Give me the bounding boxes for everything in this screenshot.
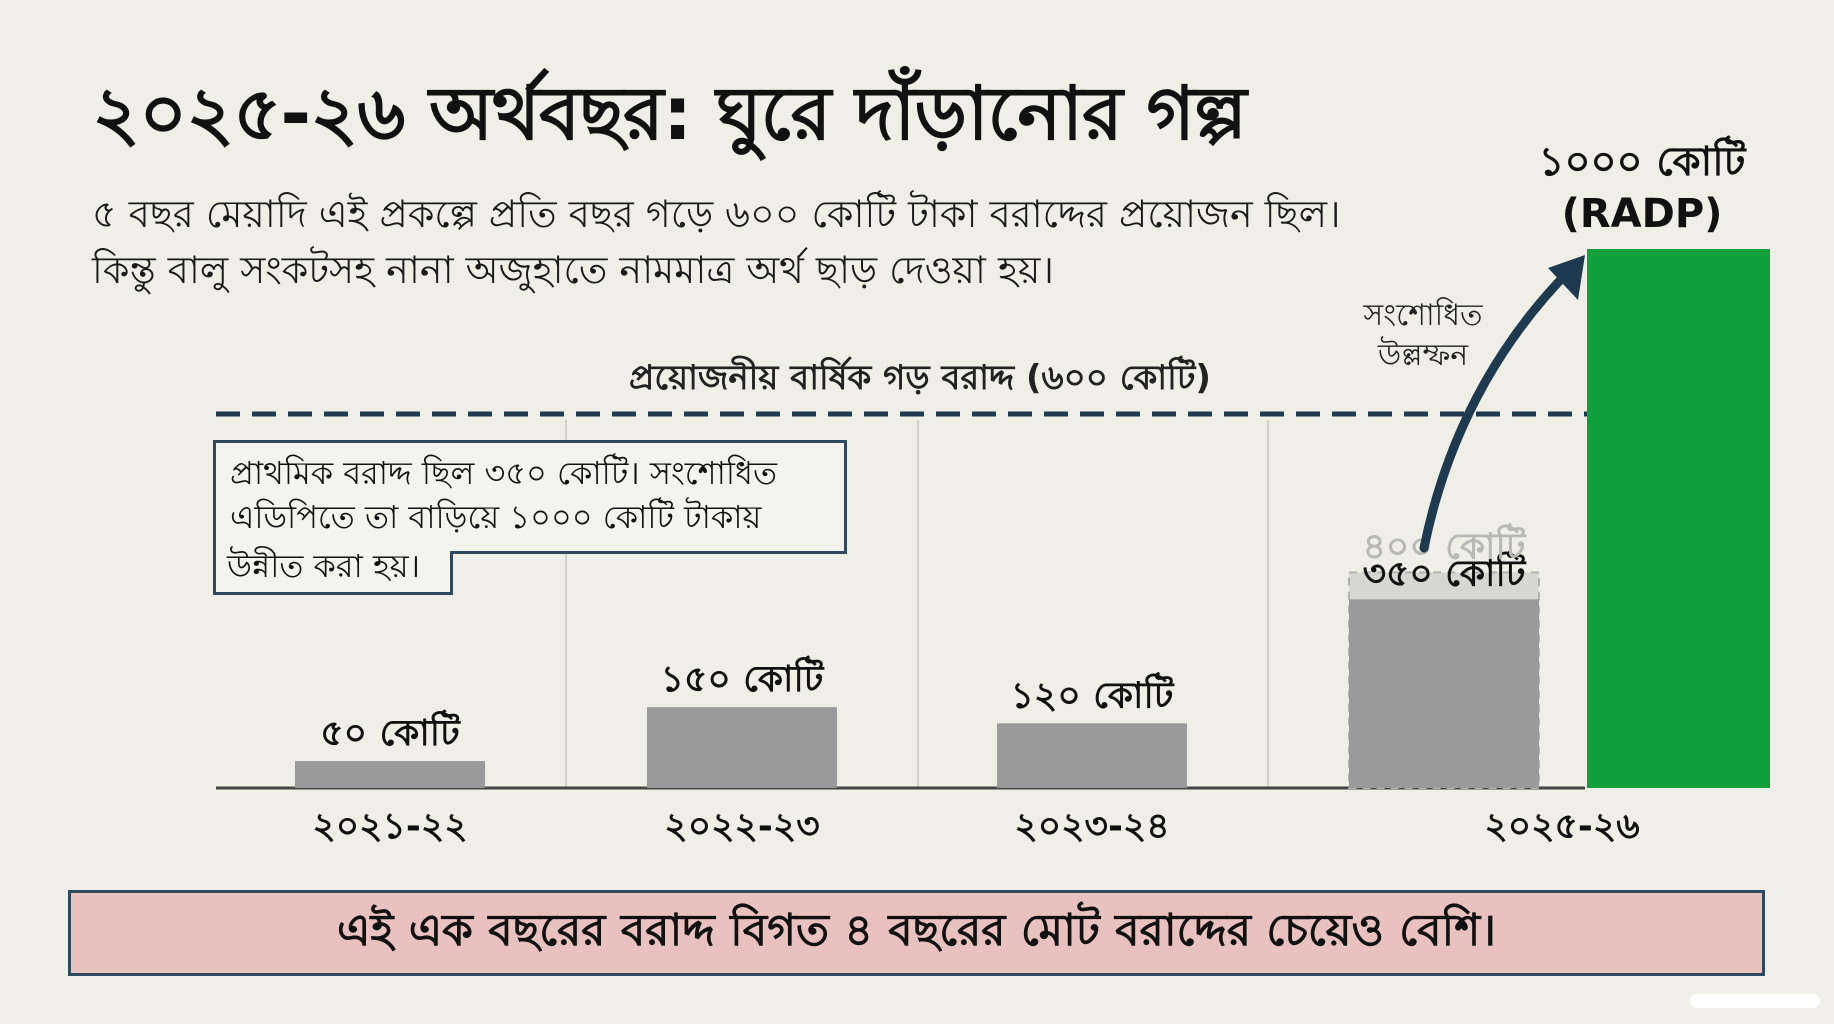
watermark-patch xyxy=(1690,994,1820,1008)
bar-2 xyxy=(647,707,837,788)
bar-2025-26-radp xyxy=(1587,249,1770,788)
subtitle: ৫ বছর মেয়াদি এই প্রকল্পে প্রতি বছর গড়ে… xyxy=(92,186,1341,298)
data-label-2: ১৫০ কোটি xyxy=(661,655,825,700)
radp-label-line-1: ১০০০ কোটি xyxy=(1538,139,1746,185)
data-label-1: ৫০ কোটি xyxy=(320,709,461,754)
jump-arrow-shaft xyxy=(1419,263,1577,553)
bar-1 xyxy=(295,761,485,788)
reference-line-label: প্রয়োজনীয় বার্ষিক গড় বরাদ্দ (৬০০ কোটি… xyxy=(629,358,1211,398)
callout-box: প্রাথমিক বরাদ্দ ছিল ৩৫০ কোটি। সংশোধিত এড… xyxy=(213,440,847,554)
summary-banner: এই এক বছরের বরাদ্দ বিগত ৪ বছরের মোট বরাদ… xyxy=(68,890,1765,976)
subtitle-line-2: কিন্তু বালু সংকটসহ নানা অজুহাতে নামমাত্র… xyxy=(92,248,1054,292)
bar-3 xyxy=(997,723,1187,788)
radp-label-line-2: (RADP) xyxy=(1561,191,1723,237)
jump-label-line-1: সংশোধিত xyxy=(1363,298,1483,333)
radp-label: ১০০০ কোটি (RADP) xyxy=(1522,136,1762,240)
data-label-5: ৪০০ কোটি xyxy=(1363,522,1527,567)
revision-jump-label: সংশোধিত উল্লম্ফন xyxy=(1348,296,1498,376)
callout-line-1: প্রাথমিক বরাদ্দ ছিল ৩৫০ কোটি। সংশোধিত xyxy=(230,454,777,492)
jump-label-line-2: উল্লম্ফন xyxy=(1377,338,1469,373)
x-tick-label-1: ২০২১-২২ xyxy=(312,806,467,847)
callout-line-3: উন্নীত করা হয়। xyxy=(227,547,421,585)
x-tick-label-2: ২০২২-২৩ xyxy=(664,806,819,847)
x-tick-label-4: ২০২৫-২৬ xyxy=(1484,806,1639,847)
data-label-3: ১২০ কোটি xyxy=(1011,671,1175,716)
page-title: ২০২৫-২৬ অর্থবছর: ঘুরে দাঁড়ানোর গল্প xyxy=(92,71,1247,157)
jump-arrow-head xyxy=(1548,255,1585,300)
x-tick-label-3: ২০২৩-২৪ xyxy=(1014,806,1169,847)
callout-tail xyxy=(213,551,453,595)
data-label-4: ৩৫০ কোটি xyxy=(1363,549,1527,594)
subtitle-line-1: ৫ বছর মেয়াদি এই প্রকল্পে প্রতি বছর গড়ে… xyxy=(92,192,1341,236)
bar-4 xyxy=(1349,599,1539,788)
callout-line-2: এডিপিতে তা বাড়িয়ে ১০০০ কোটি টাকায় xyxy=(230,498,762,536)
